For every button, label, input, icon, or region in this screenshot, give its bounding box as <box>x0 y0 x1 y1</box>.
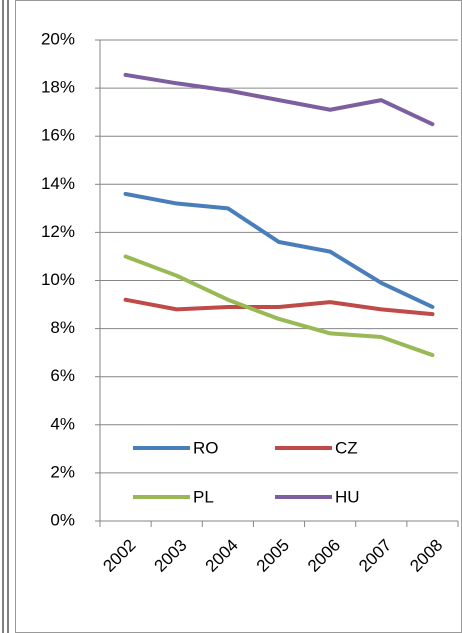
legend-label: RO <box>193 438 219 457</box>
y-tick-label: 0% <box>50 510 75 529</box>
y-tick-label: 18% <box>41 78 75 97</box>
series-line <box>123 254 435 358</box>
y-tick-label: 12% <box>41 222 75 241</box>
y-tick-label: 4% <box>50 414 75 433</box>
y-tick-label: 2% <box>50 462 75 481</box>
y-tick-label: 8% <box>50 318 75 337</box>
legend-label: CZ <box>335 438 358 457</box>
y-tick-label: 6% <box>50 366 75 385</box>
series-line <box>123 72 435 127</box>
series-line <box>123 297 435 317</box>
y-tick-label: 10% <box>41 270 75 289</box>
legend-label: PL <box>193 487 214 506</box>
y-tick-label: 16% <box>41 126 75 145</box>
legend-label: HU <box>335 487 360 506</box>
series-line <box>123 191 435 309</box>
y-tick-label: 14% <box>41 174 75 193</box>
y-tick-label: 20% <box>41 29 75 48</box>
